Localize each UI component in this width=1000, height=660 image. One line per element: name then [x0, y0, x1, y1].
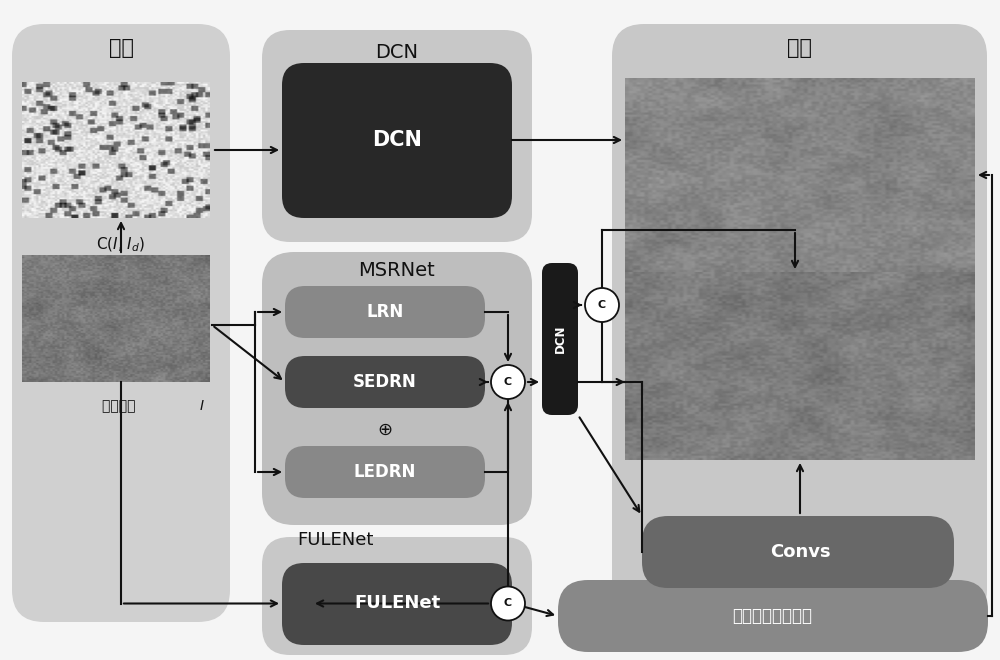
Circle shape [585, 288, 619, 322]
Text: DCN: DCN [554, 325, 566, 353]
FancyBboxPatch shape [262, 30, 532, 242]
Text: LEDRN: LEDRN [354, 463, 416, 481]
FancyBboxPatch shape [262, 537, 532, 655]
Text: C: C [504, 599, 512, 609]
Text: Convs: Convs [770, 543, 830, 561]
Circle shape [491, 365, 525, 399]
FancyBboxPatch shape [285, 446, 485, 498]
Circle shape [491, 587, 525, 620]
Text: LRN: LRN [366, 303, 404, 321]
Text: MSRNet: MSRNet [359, 261, 435, 279]
FancyBboxPatch shape [282, 563, 512, 645]
FancyBboxPatch shape [612, 24, 987, 622]
Text: 混合颜色矫正矩阵: 混合颜色矫正矩阵 [732, 607, 812, 625]
FancyBboxPatch shape [12, 24, 230, 622]
Text: DCN: DCN [372, 130, 422, 150]
Text: 输出: 输出 [788, 38, 812, 58]
FancyBboxPatch shape [285, 356, 485, 408]
FancyBboxPatch shape [262, 252, 532, 525]
FancyBboxPatch shape [542, 263, 578, 415]
FancyBboxPatch shape [642, 516, 954, 588]
Text: FULENet: FULENet [354, 595, 440, 612]
Text: 输入图像: 输入图像 [102, 399, 140, 413]
Text: 输入: 输入 [108, 38, 134, 58]
FancyBboxPatch shape [282, 63, 512, 218]
Text: ⊕: ⊕ [377, 421, 393, 439]
Text: SEDRN: SEDRN [353, 373, 417, 391]
Text: C: C [598, 300, 606, 310]
FancyBboxPatch shape [558, 580, 988, 652]
Text: $\mathbf{\mathit{I}}$: $\mathbf{\mathit{I}}$ [199, 399, 205, 413]
FancyBboxPatch shape [285, 286, 485, 338]
Text: C($\mathbf{\mathit{I}}$, $\mathbf{\mathit{I}}_d$): C($\mathbf{\mathit{I}}$, $\mathbf{\mathi… [96, 236, 146, 254]
Text: C: C [504, 377, 512, 387]
Text: DCN: DCN [376, 42, 418, 61]
Text: FULENet: FULENet [297, 531, 373, 549]
